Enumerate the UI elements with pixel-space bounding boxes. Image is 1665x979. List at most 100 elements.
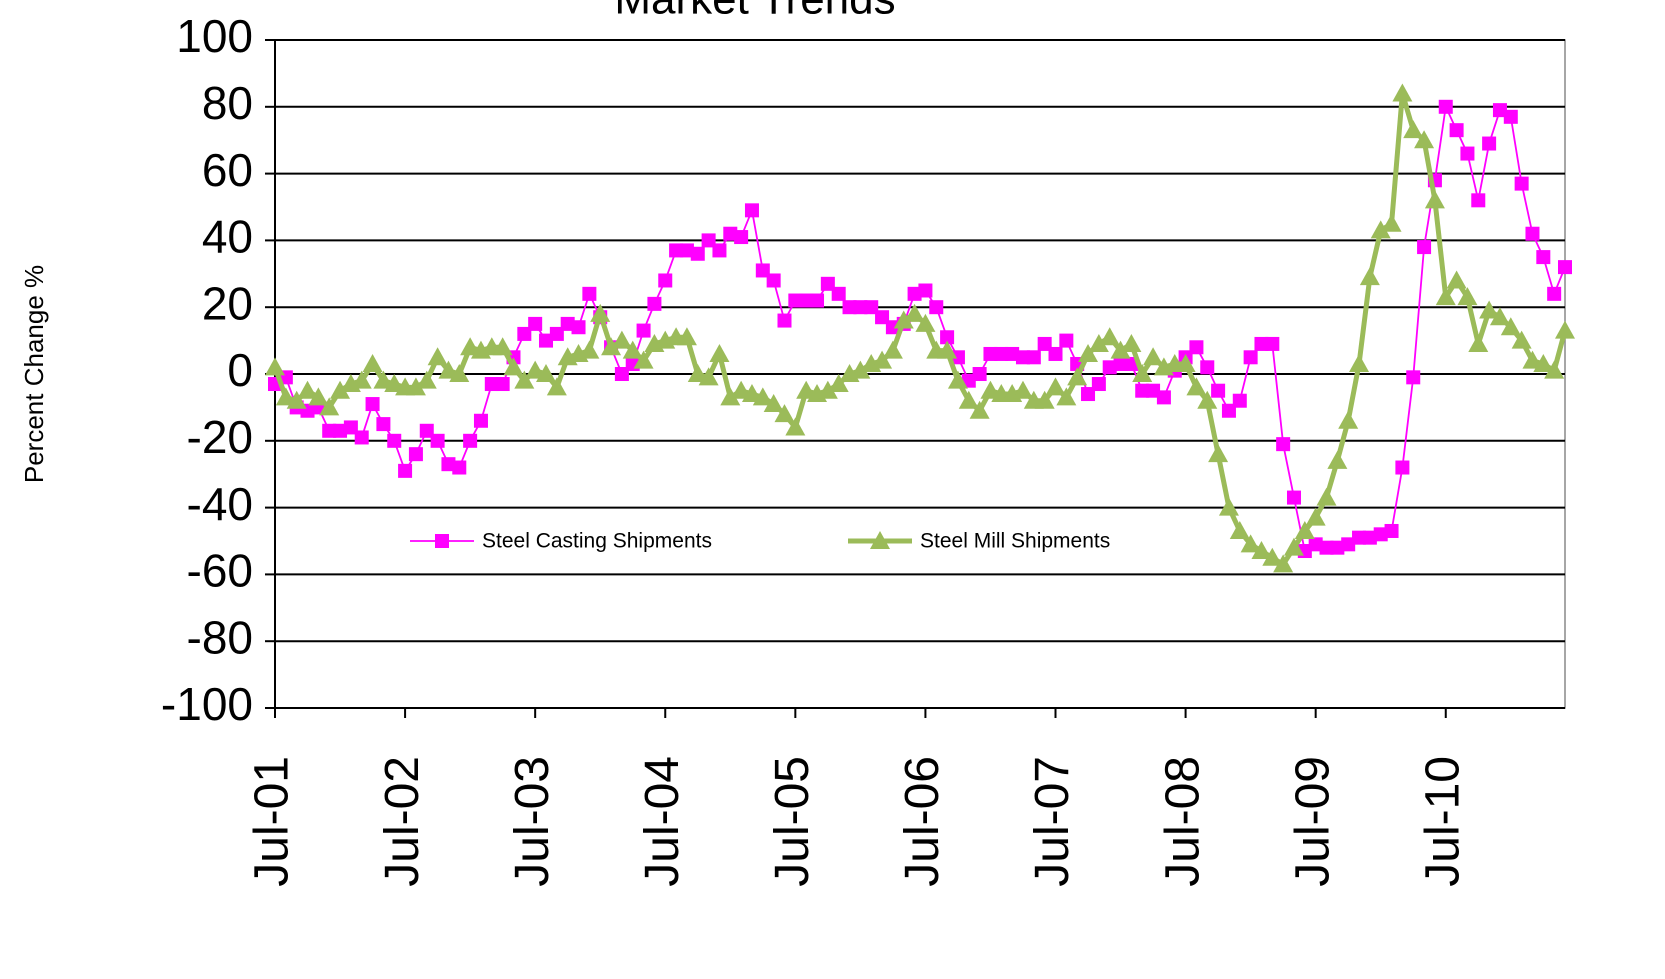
- marker: [484, 377, 499, 392]
- marker: [1373, 527, 1388, 542]
- marker: [495, 377, 510, 392]
- marker: [720, 387, 741, 406]
- x-tick-label: Jul-06: [896, 756, 949, 887]
- marker: [788, 293, 803, 308]
- marker: [817, 380, 838, 399]
- x-tick-label: Jul-02: [376, 756, 429, 887]
- marker: [734, 230, 749, 245]
- y-tick-label: -100: [161, 678, 253, 730]
- marker: [658, 273, 673, 288]
- marker: [1319, 540, 1334, 555]
- marker: [669, 243, 684, 258]
- marker: [777, 313, 792, 328]
- x-tick-label: Jul-07: [1026, 756, 1079, 887]
- marker: [1175, 353, 1196, 372]
- marker: [1211, 383, 1226, 398]
- marker: [1243, 350, 1258, 365]
- marker: [1384, 523, 1399, 538]
- marker: [1135, 383, 1150, 398]
- marker: [1468, 333, 1489, 352]
- marker: [1067, 367, 1088, 386]
- marker: [915, 313, 936, 332]
- marker: [1102, 360, 1117, 375]
- marker: [427, 347, 448, 366]
- marker: [1492, 103, 1507, 118]
- marker: [387, 433, 402, 448]
- marker: [1251, 541, 1272, 560]
- marker: [1395, 460, 1410, 475]
- marker: [875, 310, 890, 325]
- marker: [828, 374, 849, 393]
- marker: [690, 246, 705, 261]
- y-axis-label: Percent Change %: [19, 265, 49, 483]
- marker: [785, 417, 806, 436]
- marker: [1229, 520, 1250, 539]
- marker: [1059, 333, 1074, 348]
- marker: [1037, 336, 1052, 351]
- marker: [322, 423, 337, 438]
- chart-title: Market Trends: [614, 0, 895, 24]
- marker: [820, 276, 835, 291]
- x-tick-label: Jul-03: [506, 756, 559, 887]
- marker: [1555, 320, 1575, 339]
- marker: [842, 300, 857, 315]
- marker: [460, 337, 481, 356]
- marker: [297, 380, 318, 399]
- marker: [1048, 346, 1063, 361]
- marker: [731, 380, 752, 399]
- marker: [473, 413, 488, 428]
- x-tick-label: Jul-09: [1286, 756, 1339, 887]
- marker: [1362, 530, 1377, 545]
- marker: [546, 377, 567, 396]
- marker: [1352, 530, 1367, 545]
- y-tick-label: -40: [187, 478, 253, 530]
- marker: [1525, 226, 1540, 241]
- marker: [1091, 377, 1106, 392]
- marker: [633, 350, 654, 369]
- marker: [1479, 300, 1500, 319]
- x-tick-label: Jul-04: [636, 756, 689, 887]
- marker: [766, 273, 781, 288]
- marker: [1330, 540, 1345, 555]
- marker: [622, 340, 643, 359]
- marker: [308, 387, 329, 406]
- legend-marker: [435, 534, 449, 548]
- marker: [1460, 146, 1475, 161]
- marker: [1341, 537, 1356, 552]
- legend-marker: [870, 531, 890, 549]
- marker: [614, 367, 629, 381]
- marker: [1424, 190, 1445, 209]
- marker: [1113, 356, 1128, 371]
- marker: [1500, 317, 1521, 336]
- marker: [611, 330, 632, 349]
- marker: [1381, 213, 1402, 232]
- marker: [351, 370, 372, 389]
- marker: [503, 357, 524, 376]
- marker: [405, 377, 426, 396]
- marker: [1208, 444, 1229, 463]
- marker: [1503, 109, 1518, 124]
- y-tick-label: 20: [202, 277, 253, 329]
- marker: [947, 370, 968, 389]
- marker: [755, 263, 770, 278]
- marker: [1197, 390, 1218, 409]
- marker: [1457, 287, 1478, 306]
- marker: [1026, 350, 1041, 365]
- marker: [1406, 370, 1421, 385]
- marker: [741, 384, 762, 403]
- marker: [1189, 340, 1204, 355]
- legend-label: Steel Mill Shipments: [920, 530, 1110, 553]
- marker: [1544, 360, 1565, 379]
- marker: [810, 293, 825, 308]
- marker: [687, 364, 708, 382]
- marker: [893, 310, 914, 329]
- marker: [365, 397, 380, 412]
- marker: [1156, 390, 1171, 405]
- marker: [1338, 410, 1359, 429]
- series: [265, 83, 1575, 573]
- marker: [517, 326, 532, 341]
- marker: [514, 370, 535, 389]
- y-tick-label: 40: [202, 211, 253, 263]
- marker: [1547, 286, 1562, 301]
- marker: [853, 300, 868, 315]
